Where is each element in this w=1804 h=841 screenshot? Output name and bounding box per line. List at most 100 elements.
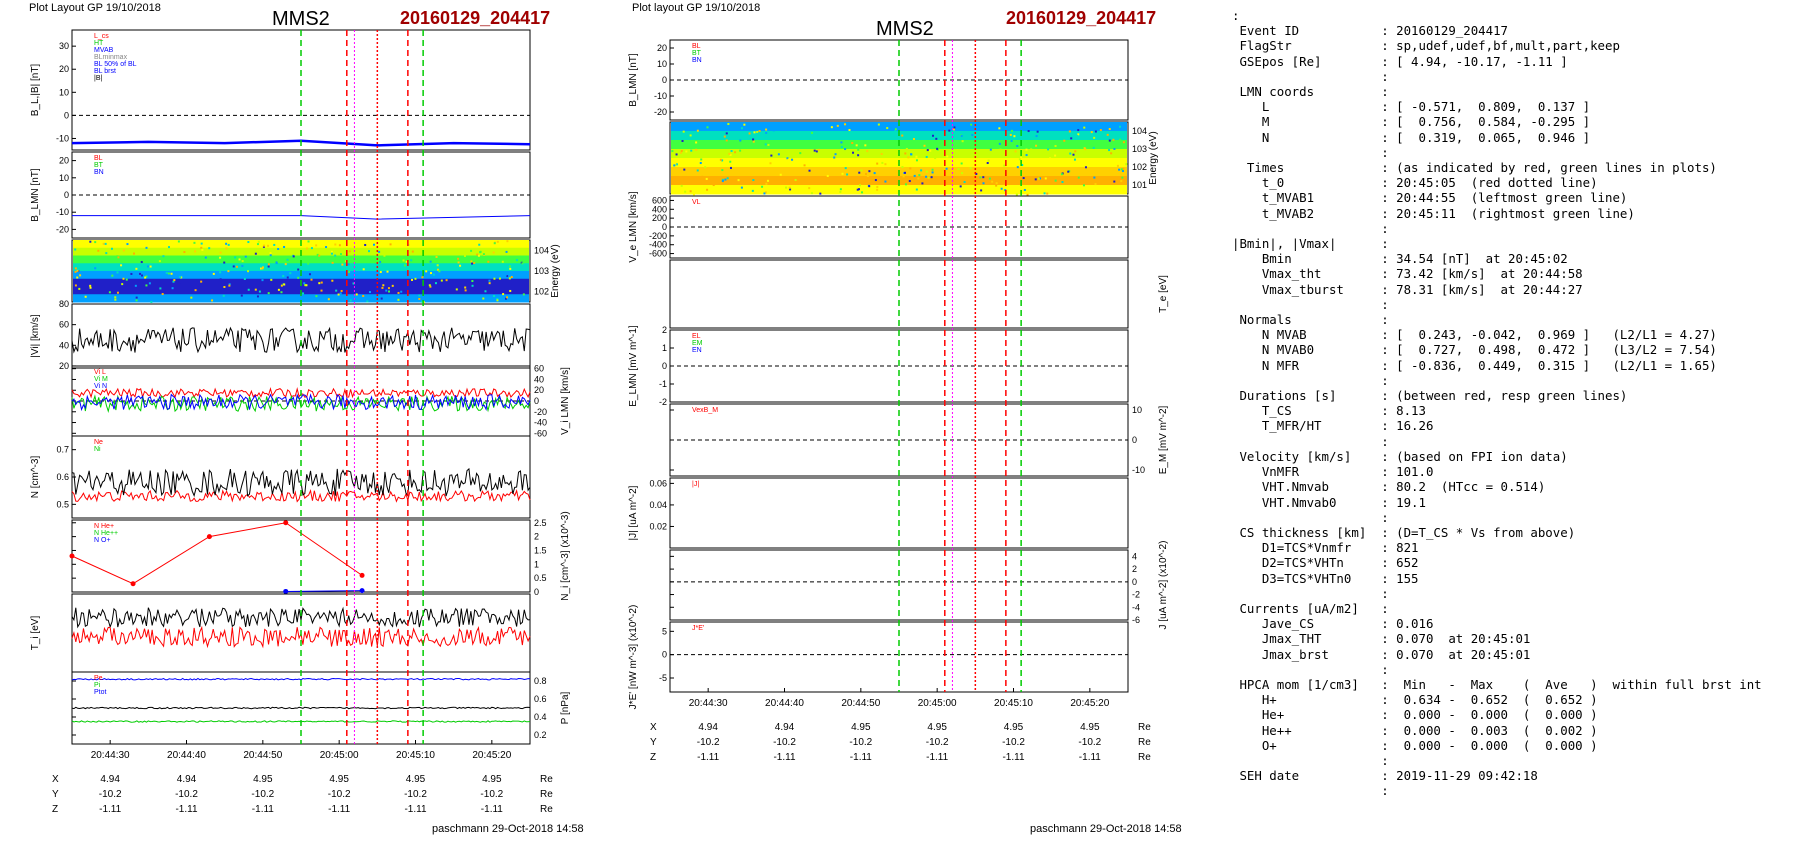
orbit-value: -10.2	[480, 789, 503, 800]
spectrogram-pixel	[200, 242, 203, 245]
spectrogram-pixel	[704, 166, 707, 169]
orbit-unit: Re	[540, 789, 553, 800]
y-tick-label: -200	[649, 231, 667, 241]
info-line: N : [ 0.319, 0.065, 0.946 ]	[1232, 129, 1591, 145]
legend-entry: N O+	[94, 537, 111, 544]
legend-entry: Ne	[94, 439, 103, 446]
y-tick-label: 5	[662, 626, 667, 636]
y-tick-label: -4	[1132, 602, 1140, 612]
spectrogram-pixel	[504, 297, 507, 300]
spectrogram-pixel	[457, 257, 460, 260]
spectrogram-pixel	[244, 255, 247, 258]
spectrogram-pixel	[767, 143, 770, 146]
spectrogram-pixel	[999, 148, 1002, 151]
spectrogram-pixel	[839, 188, 842, 191]
spectrogram-pixel	[310, 278, 313, 281]
spectrogram-pixel	[740, 127, 743, 130]
spectrogram-pixel	[739, 139, 742, 142]
spectrogram-pixel	[963, 180, 966, 183]
spectrogram-pixel	[238, 258, 241, 261]
orbit-value: -1.11	[99, 804, 121, 815]
spectrogram-pixel	[364, 243, 367, 246]
y-tick-label: 30	[59, 41, 69, 51]
spectrogram-pixel	[120, 264, 123, 267]
spectrogram-pixel	[948, 129, 951, 132]
spectrogram-pixel	[779, 173, 782, 176]
legend-entry: BL	[692, 43, 701, 50]
spectrogram-pixel	[216, 285, 219, 288]
spectrogram-pixel	[700, 158, 703, 161]
spectrogram-pixel	[270, 278, 273, 281]
spectrogram-pixel	[727, 122, 730, 125]
orbit-unit: Re	[1138, 752, 1151, 763]
spectrogram-pixel	[961, 140, 964, 143]
spectrogram-pixel	[283, 246, 286, 249]
orbit-value: -1.11	[175, 804, 197, 815]
spectrogram-pixel	[76, 276, 79, 279]
spectrogram-pixel	[194, 250, 197, 253]
spectrogram-pixel	[506, 275, 509, 278]
spectrogram-pixel	[167, 272, 170, 275]
spectrogram-pixel	[1121, 176, 1124, 179]
spectrogram-pixel	[856, 169, 859, 172]
spectrogram-pixel	[102, 242, 105, 245]
spectrogram-pixel	[713, 173, 716, 176]
spectrogram-pixel	[1113, 147, 1116, 150]
spectrogram-pixel	[1118, 125, 1121, 128]
spectrogram-pixel	[1003, 164, 1006, 167]
spectrogram-pixel	[257, 240, 260, 243]
spectrogram-pixel	[241, 260, 244, 263]
spectrogram-pixel	[467, 285, 470, 288]
spectrogram-pixel	[169, 259, 172, 262]
spectrogram-pixel	[1113, 180, 1116, 183]
spectrogram-pixel	[219, 271, 222, 274]
spectrogram-pixel	[1054, 179, 1057, 182]
spectrogram-pixel	[455, 288, 458, 291]
spectrogram-pixel	[479, 286, 482, 289]
spectrogram-pixel	[904, 152, 907, 155]
orbit-value: -1.11	[481, 804, 503, 815]
spectrogram-pixel	[493, 295, 496, 298]
spectrogram-pixel	[1077, 133, 1080, 136]
spectrogram-pixel	[149, 265, 152, 268]
spectrogram-pixel	[1068, 130, 1071, 133]
spectrogram-pixel	[913, 174, 916, 177]
spectrogram-pixel	[116, 291, 119, 294]
spectrogram-pixel	[1010, 129, 1013, 132]
info-line: Vmax_tburst : 78.31 [km/s] at 20:44:27	[1232, 281, 1583, 297]
orbit-value: 4.95	[482, 774, 502, 785]
spectrogram-pixel	[418, 294, 421, 297]
y-tick-label: 102	[534, 287, 549, 297]
spectrogram-pixel	[836, 124, 839, 127]
spectrogram-pixel	[910, 153, 913, 156]
spectrogram-pixel	[686, 170, 689, 173]
info-line: :	[1232, 783, 1389, 799]
spectrogram-pixel	[968, 125, 971, 128]
y-tick-label: 0	[64, 110, 69, 120]
spectrogram-pixel	[463, 299, 466, 302]
data-point	[206, 534, 212, 540]
y-tick-label: 0.06	[649, 478, 667, 488]
y-tick-label: 40	[59, 340, 69, 350]
info-line: :	[1232, 68, 1389, 84]
right-footer: paschmann 29-Oct-2018 14:58	[1030, 823, 1182, 835]
spectrogram-pixel	[378, 250, 381, 253]
spectrogram-pixel	[957, 168, 960, 171]
spectrogram-pixel	[434, 282, 437, 285]
axis-label: Energy (eV)	[1148, 131, 1159, 184]
spectrogram-pixel	[1026, 193, 1029, 196]
spectrogram-pixel	[372, 243, 375, 246]
y-tick-label: 60	[59, 320, 69, 330]
y-tick-label: 10	[657, 59, 667, 69]
spectrogram-pixel	[695, 148, 698, 151]
spectrogram-pixel	[1074, 150, 1077, 153]
spectrogram-pixel	[476, 253, 479, 256]
spectrogram-pixel	[1047, 148, 1050, 151]
spectrogram-pixel	[923, 144, 926, 147]
orbit-value: 4.94	[698, 722, 718, 733]
info-line: Vmax_tht : 73.42 [km/s] at 20:44:58	[1232, 266, 1583, 282]
info-line: H+ : 0.634 - 0.652 ( 0.652 )	[1232, 692, 1598, 708]
spectrogram-pixel	[952, 128, 955, 131]
spectrogram-pixel	[247, 241, 250, 244]
spectrogram-pixel	[675, 153, 678, 156]
